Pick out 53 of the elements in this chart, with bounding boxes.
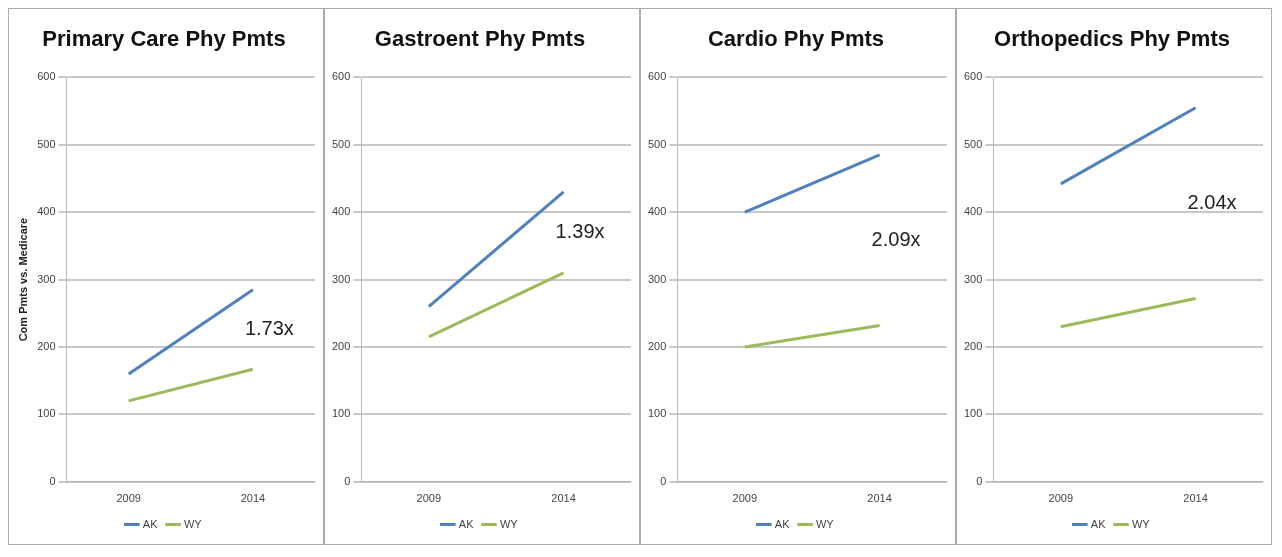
y-tick-label: 600 — [963, 70, 983, 83]
x-tick-label: 2014 — [1183, 492, 1208, 505]
annotation: 2.04x — [1187, 190, 1237, 213]
annotation: 1.39x — [555, 219, 605, 242]
y-tick-label: 100 — [963, 407, 983, 420]
y-tick-label: 600 — [37, 70, 56, 83]
y-tick-label: 100 — [647, 407, 667, 420]
y-tick-label: 200 — [331, 340, 351, 353]
legend-label: WY — [1131, 517, 1151, 530]
x-tick-label: 2014 — [240, 492, 266, 505]
y-tick-label: 0 — [49, 474, 56, 487]
chart-title: Orthopedics Phy Pmts — [994, 26, 1230, 52]
legend-label: AK — [1090, 517, 1107, 530]
x-tick-label: 2009 — [1048, 492, 1074, 505]
y-tick-label: 100 — [331, 407, 351, 420]
x-tick-label: 2014 — [867, 492, 892, 505]
x-tick-label: 2009 — [416, 492, 442, 505]
y-axis-title: Com Pmts vs. Medicare — [16, 217, 29, 342]
annotation: 2.09x — [871, 227, 921, 250]
y-tick-label: 500 — [331, 137, 351, 150]
legend-label: WY — [183, 517, 203, 530]
chart-title: Gastroent Phy Pmts — [374, 26, 586, 52]
chart-title: Cardio Phy Pmts — [707, 26, 885, 52]
y-tick-label: 200 — [647, 340, 667, 353]
x-tick-label: 2009 — [732, 492, 758, 505]
legend-label: WY — [815, 517, 835, 530]
chart-title: Primary Care Phy Pmts — [42, 26, 286, 52]
legend-label: WY — [499, 517, 519, 530]
y-tick-label: 500 — [963, 137, 983, 150]
y-tick-label: 500 — [647, 137, 667, 150]
y-tick-label: 200 — [37, 340, 56, 353]
y-tick-label: 600 — [647, 70, 667, 83]
y-tick-label: 200 — [963, 340, 983, 353]
legend-label: AK — [774, 517, 791, 530]
y-tick-label: 500 — [37, 137, 56, 150]
y-tick-label: 300 — [331, 272, 351, 285]
y-tick-label: 400 — [963, 205, 983, 218]
y-tick-label: 0 — [344, 474, 351, 487]
y-tick-label: 300 — [963, 272, 983, 285]
legend-label: AK — [458, 517, 475, 530]
y-tick-label: 0 — [976, 474, 983, 487]
annotation: 1.73x — [244, 316, 294, 339]
y-tick-label: 400 — [331, 205, 351, 218]
y-tick-label: 600 — [331, 70, 351, 83]
y-tick-label: 300 — [647, 272, 667, 285]
y-tick-label: 0 — [660, 474, 667, 487]
x-tick-label: 2014 — [551, 492, 576, 505]
y-tick-label: 300 — [37, 272, 56, 285]
y-tick-label: 400 — [37, 205, 56, 218]
y-tick-label: 100 — [37, 407, 56, 420]
legend-label: AK — [142, 517, 159, 530]
x-tick-label: 2009 — [116, 492, 141, 505]
y-tick-label: 400 — [647, 205, 667, 218]
